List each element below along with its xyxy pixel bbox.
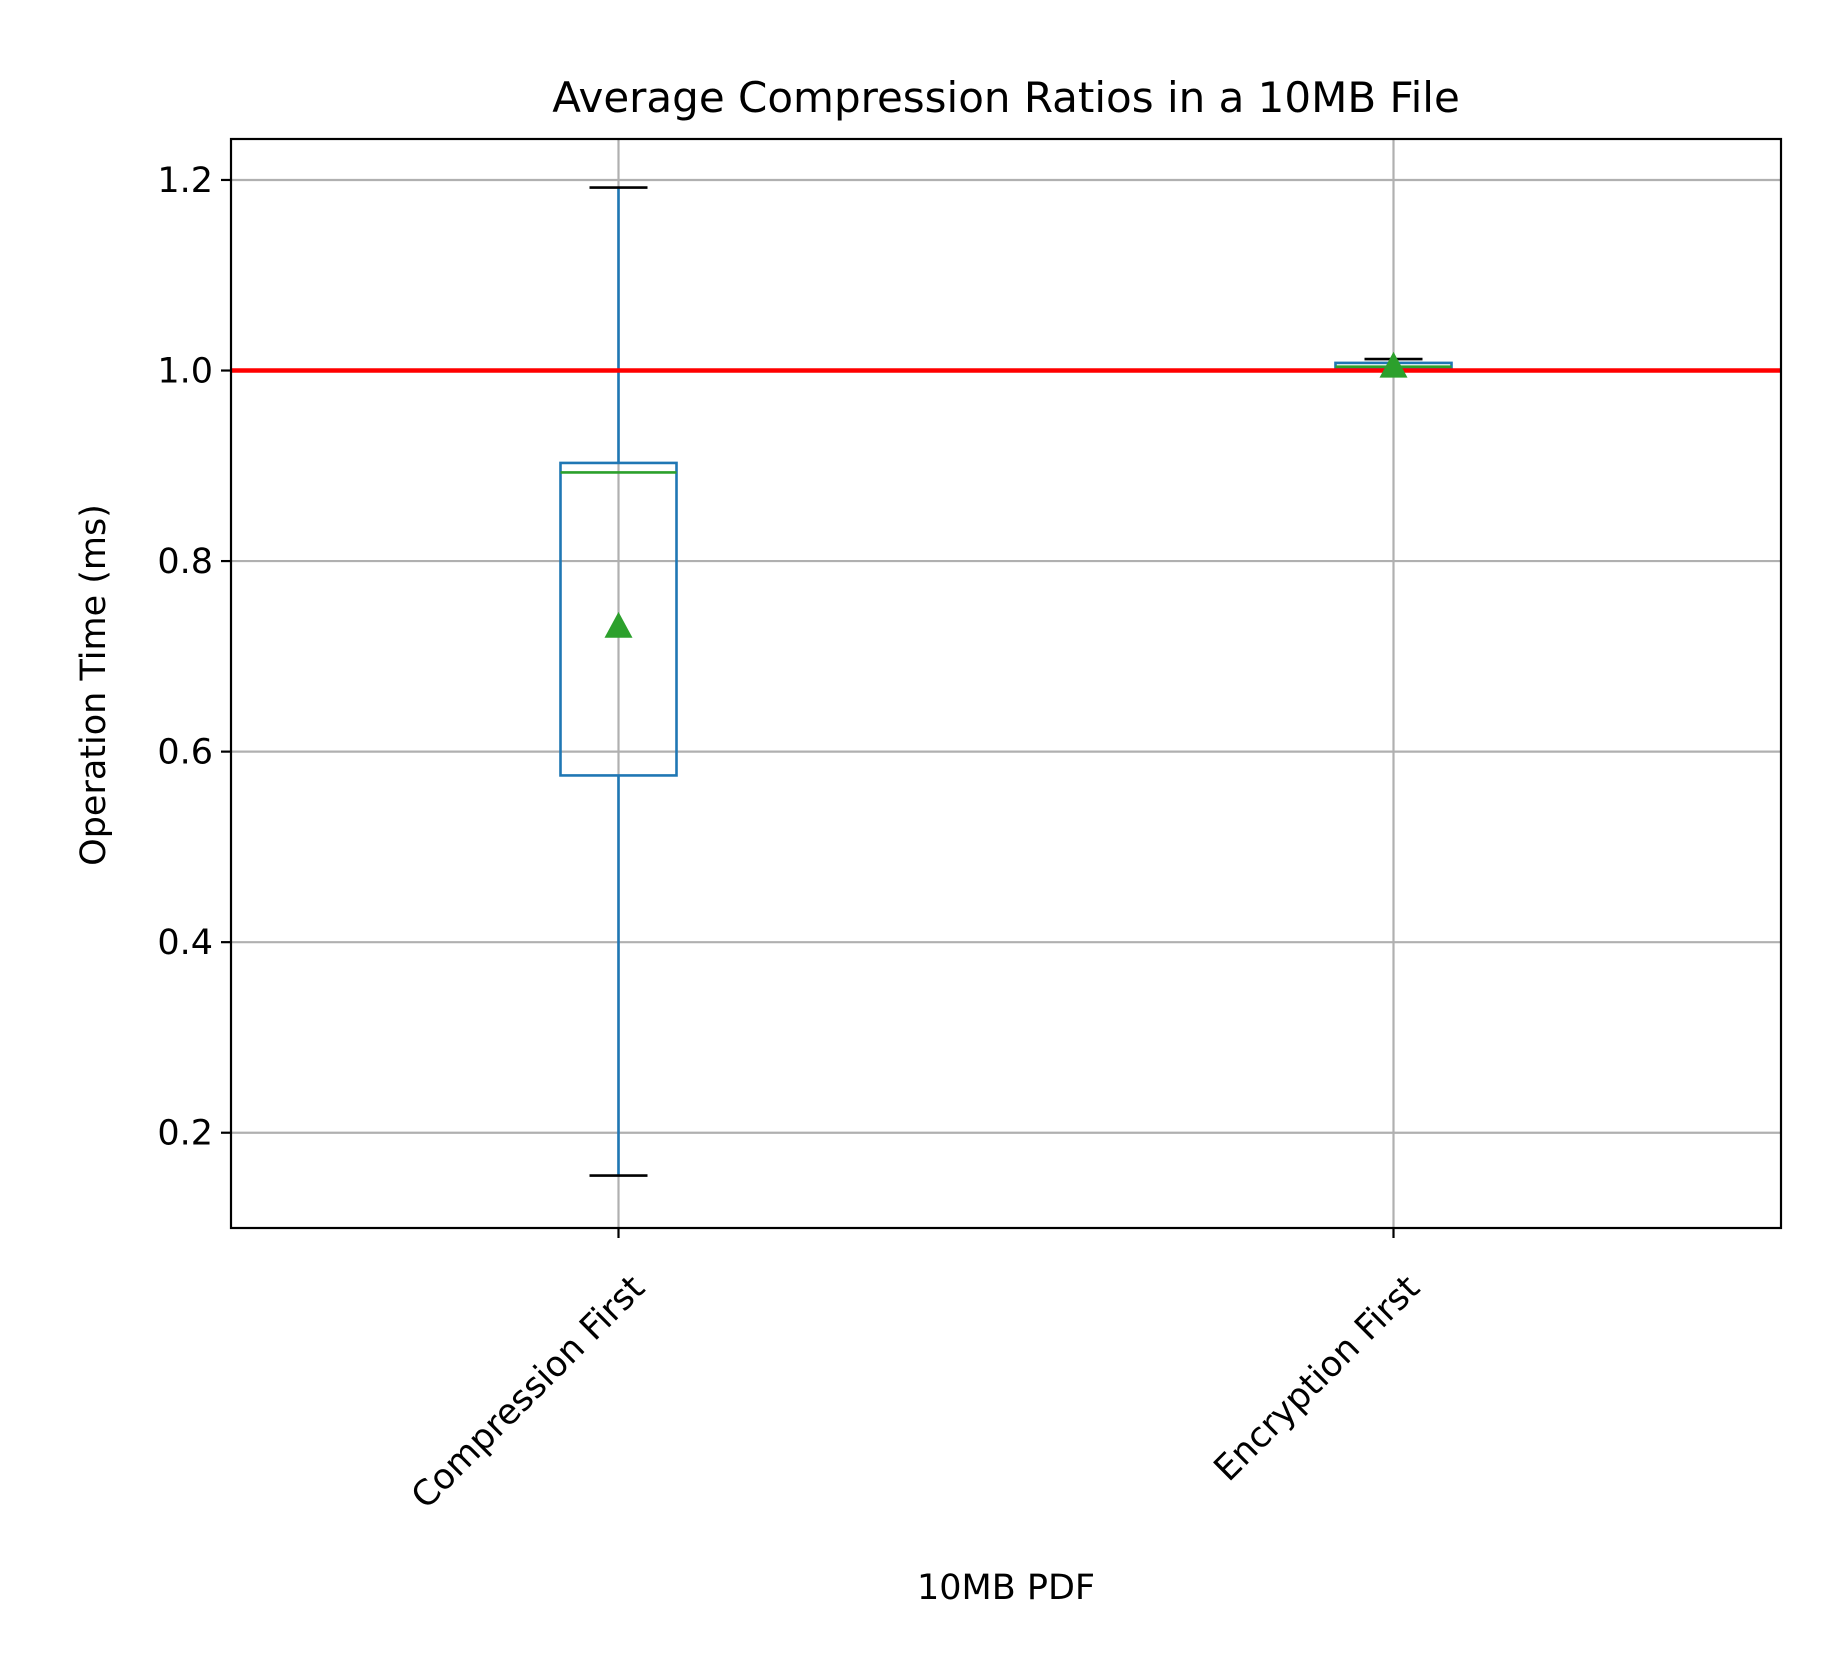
- y-tick-label: 1.0: [157, 352, 213, 392]
- mean-marker: [604, 611, 633, 638]
- x-tick-label: Encryption First: [1207, 1268, 1428, 1489]
- y-tick-label: 0.4: [157, 923, 213, 963]
- y-tick-label: 0.6: [157, 733, 213, 773]
- mean-marker: [1379, 351, 1408, 378]
- chart-title: Average Compression Ratios in a 10MB Fil…: [552, 73, 1460, 122]
- y-tick-label: 0.8: [157, 542, 213, 582]
- plot-frame: [229, 137, 1783, 1230]
- axis-layer: 0.2 0.4 0.6 0.8 1.0 1.2 Compression First Encry…: [157, 161, 1428, 1517]
- data-layer: [231, 186, 1781, 1177]
- y-axis-label: Operation Time (ms): [74, 504, 114, 866]
- iqr-box: [559, 461, 678, 777]
- y-tick-label: 0.2: [157, 1114, 213, 1154]
- x-axis-label: 10MB PDF: [917, 1568, 1095, 1608]
- y-tick-label: 1.2: [157, 161, 213, 201]
- grid-layer: [231, 139, 1781, 1228]
- x-tick-label: Compression First: [404, 1268, 653, 1517]
